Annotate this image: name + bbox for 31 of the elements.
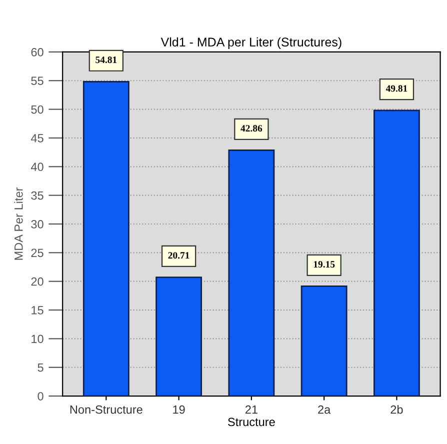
- x-tick-label: 19: [173, 405, 185, 414]
- x-tick-label: Non-Structure: [70, 405, 142, 414]
- bar: [374, 110, 420, 396]
- y-tick-label: 20: [31, 277, 44, 286]
- y-tick-label: 40: [30, 162, 44, 172]
- y-tick-label: 25: [31, 248, 44, 258]
- y-tick-label: 55: [31, 76, 44, 86]
- y-tick-label: 5: [38, 364, 44, 372]
- data-label: 42.86: [240, 125, 262, 132]
- y-axis-title: MDA Per Liter: [14, 187, 23, 260]
- bar: [156, 276, 202, 396]
- x-tick-label: 21: [245, 405, 258, 414]
- y-tick-label: 35: [31, 191, 44, 200]
- y-tick-label: 0: [38, 392, 44, 400]
- x-tick-label: 2b: [390, 405, 403, 414]
- x-axis-title: Structure: [228, 418, 275, 426]
- chart-title: Vld1 - MDA per Liter (Structures): [160, 37, 342, 49]
- bar: [228, 150, 275, 396]
- y-tick-label: 30: [31, 220, 44, 228]
- y-tick-label: 15: [32, 306, 44, 314]
- y-tick-label: 50: [31, 105, 44, 114]
- y-tick-label: 10: [32, 334, 44, 344]
- data-label: 49.81: [386, 85, 408, 92]
- bar: [82, 81, 130, 396]
- data-label: 54.81: [96, 56, 117, 64]
- data-label: 19.15: [314, 261, 335, 268]
- y-tick-label: 60: [31, 48, 44, 56]
- data-label: 20.71: [168, 252, 190, 259]
- x-tick-label: 2a: [318, 405, 331, 414]
- bar: [300, 286, 348, 396]
- y-tick-label: 45: [30, 134, 44, 142]
